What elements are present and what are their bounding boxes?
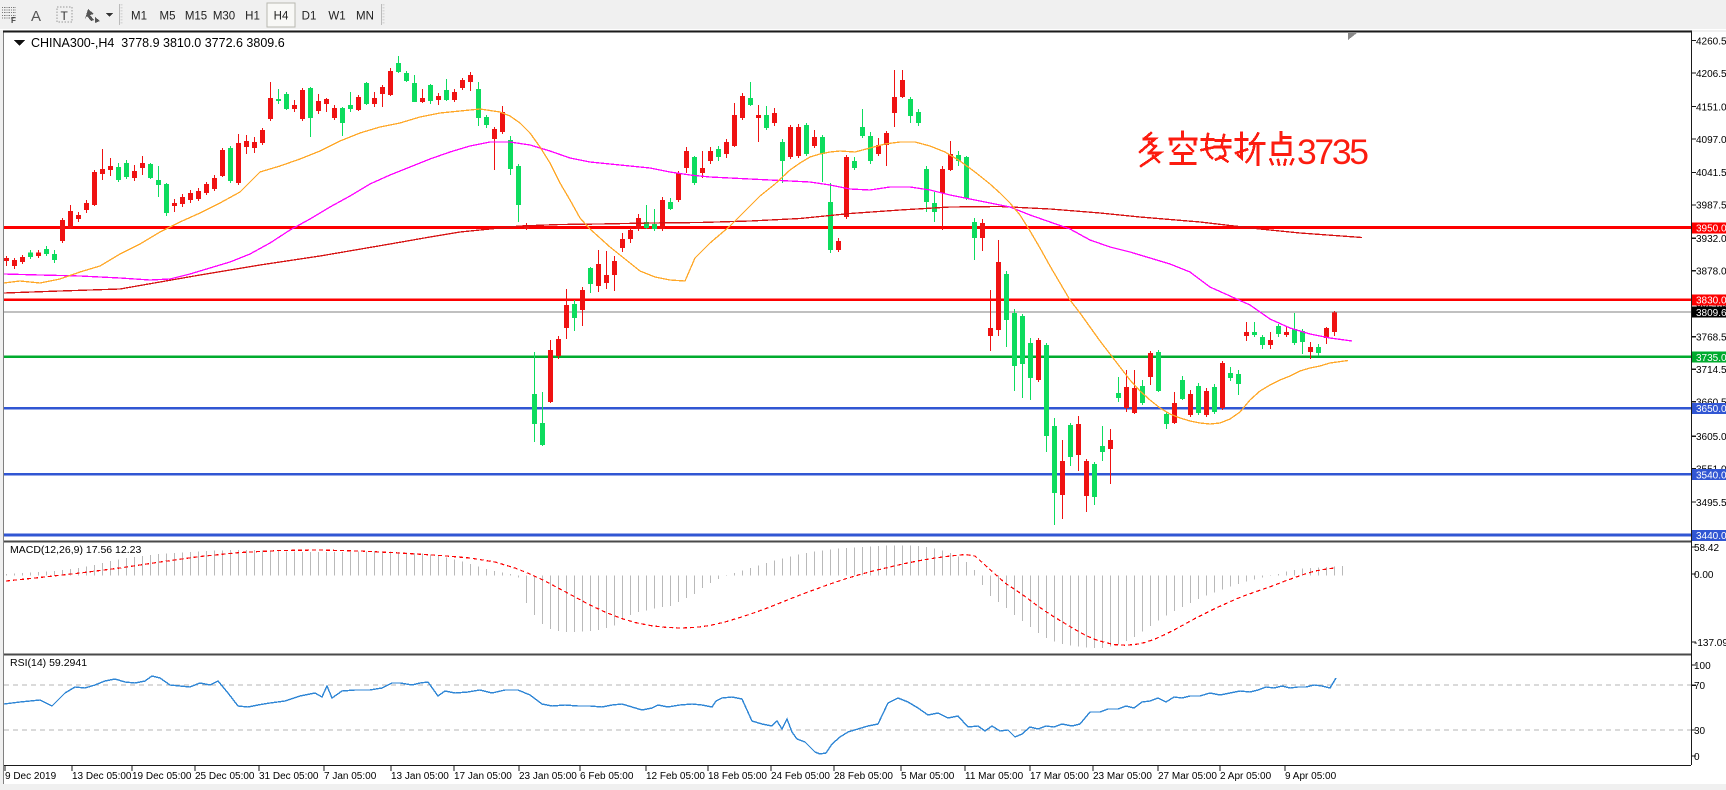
svg-text:100: 100 bbox=[1694, 661, 1711, 672]
svg-text:CHINA300-,H4 3778.9 3810.0 37: CHINA300-,H4 3778.9 3810.0 3772.6 3809.6 bbox=[31, 36, 285, 50]
svg-text:4260.5: 4260.5 bbox=[1696, 36, 1726, 47]
svg-text:3440.0: 3440.0 bbox=[1696, 531, 1726, 542]
svg-text:H4: H4 bbox=[274, 11, 289, 23]
svg-text:9 Dec 2019: 9 Dec 2019 bbox=[5, 771, 57, 782]
svg-text:0: 0 bbox=[1694, 752, 1700, 763]
svg-text:4151.0: 4151.0 bbox=[1696, 102, 1726, 113]
svg-text:T: T bbox=[61, 9, 69, 23]
svg-text:M30: M30 bbox=[213, 11, 235, 23]
svg-text:23 Jan 05:00: 23 Jan 05:00 bbox=[519, 771, 577, 782]
svg-text:3768.5: 3768.5 bbox=[1696, 333, 1726, 344]
svg-text:M1: M1 bbox=[131, 11, 147, 23]
svg-text:4097.0: 4097.0 bbox=[1696, 135, 1726, 146]
svg-text:9 Apr 05:00: 9 Apr 05:00 bbox=[1285, 771, 1337, 782]
svg-text:F: F bbox=[11, 16, 16, 25]
svg-text:7 Jan 05:00: 7 Jan 05:00 bbox=[324, 771, 377, 782]
svg-text:-137.09: -137.09 bbox=[1694, 638, 1726, 649]
svg-text:M5: M5 bbox=[160, 11, 176, 23]
svg-text:3950.0: 3950.0 bbox=[1696, 224, 1726, 235]
svg-text:24 Feb 05:00: 24 Feb 05:00 bbox=[771, 771, 830, 782]
svg-text:18 Feb 05:00: 18 Feb 05:00 bbox=[708, 771, 767, 782]
svg-text:MACD(12,26,9) 17.56 12.23: MACD(12,26,9) 17.56 12.23 bbox=[10, 544, 141, 556]
svg-text:W1: W1 bbox=[328, 11, 345, 23]
svg-text:M15: M15 bbox=[185, 11, 207, 23]
svg-text:3735: 3735 bbox=[1297, 132, 1369, 172]
svg-text:4206.5: 4206.5 bbox=[1696, 69, 1726, 80]
svg-text:70: 70 bbox=[1694, 681, 1706, 692]
svg-text:23 Mar 05:00: 23 Mar 05:00 bbox=[1093, 771, 1152, 782]
svg-text:H1: H1 bbox=[245, 11, 260, 23]
svg-text:12 Feb 05:00: 12 Feb 05:00 bbox=[646, 771, 705, 782]
svg-text:D1: D1 bbox=[302, 11, 317, 23]
svg-text:2 Apr 05:00: 2 Apr 05:00 bbox=[1220, 771, 1272, 782]
svg-text:6 Feb 05:00: 6 Feb 05:00 bbox=[580, 771, 634, 782]
svg-text:3650.0: 3650.0 bbox=[1696, 404, 1726, 415]
svg-text:13 Dec 05:00: 13 Dec 05:00 bbox=[72, 771, 132, 782]
svg-text:3714.5: 3714.5 bbox=[1696, 365, 1726, 376]
svg-text:3495.5: 3495.5 bbox=[1696, 498, 1726, 509]
svg-text:31 Dec 05:00: 31 Dec 05:00 bbox=[259, 771, 319, 782]
svg-text:A: A bbox=[31, 8, 41, 25]
svg-text:25 Dec 05:00: 25 Dec 05:00 bbox=[195, 771, 255, 782]
svg-text:3830.0: 3830.0 bbox=[1696, 296, 1726, 307]
svg-text:4041.5: 4041.5 bbox=[1696, 168, 1726, 179]
svg-text:17 Jan 05:00: 17 Jan 05:00 bbox=[454, 771, 512, 782]
svg-text:3878.0: 3878.0 bbox=[1696, 267, 1726, 278]
svg-text:5 Mar 05:00: 5 Mar 05:00 bbox=[901, 771, 955, 782]
svg-text:27 Mar 05:00: 27 Mar 05:00 bbox=[1158, 771, 1217, 782]
svg-text:19 Dec 05:00: 19 Dec 05:00 bbox=[132, 771, 192, 782]
svg-text:MN: MN bbox=[356, 11, 374, 23]
svg-text:RSI(14) 59.2941: RSI(14) 59.2941 bbox=[10, 657, 87, 669]
svg-text:3605.0: 3605.0 bbox=[1696, 432, 1726, 443]
svg-text:58.42: 58.42 bbox=[1694, 543, 1719, 554]
svg-text:0.00: 0.00 bbox=[1694, 570, 1714, 581]
svg-text:17 Mar 05:00: 17 Mar 05:00 bbox=[1030, 771, 1089, 782]
svg-text:11 Mar 05:00: 11 Mar 05:00 bbox=[965, 771, 1024, 782]
svg-text:30: 30 bbox=[1694, 726, 1706, 737]
svg-text:13 Jan 05:00: 13 Jan 05:00 bbox=[391, 771, 449, 782]
svg-text:3540.0: 3540.0 bbox=[1696, 470, 1726, 481]
svg-text:3987.5: 3987.5 bbox=[1696, 201, 1726, 212]
svg-text:3932.0: 3932.0 bbox=[1696, 234, 1726, 245]
svg-text:3809.6: 3809.6 bbox=[1696, 308, 1726, 319]
svg-text:3735.0: 3735.0 bbox=[1696, 353, 1726, 364]
svg-text:28 Feb 05:00: 28 Feb 05:00 bbox=[834, 771, 893, 782]
